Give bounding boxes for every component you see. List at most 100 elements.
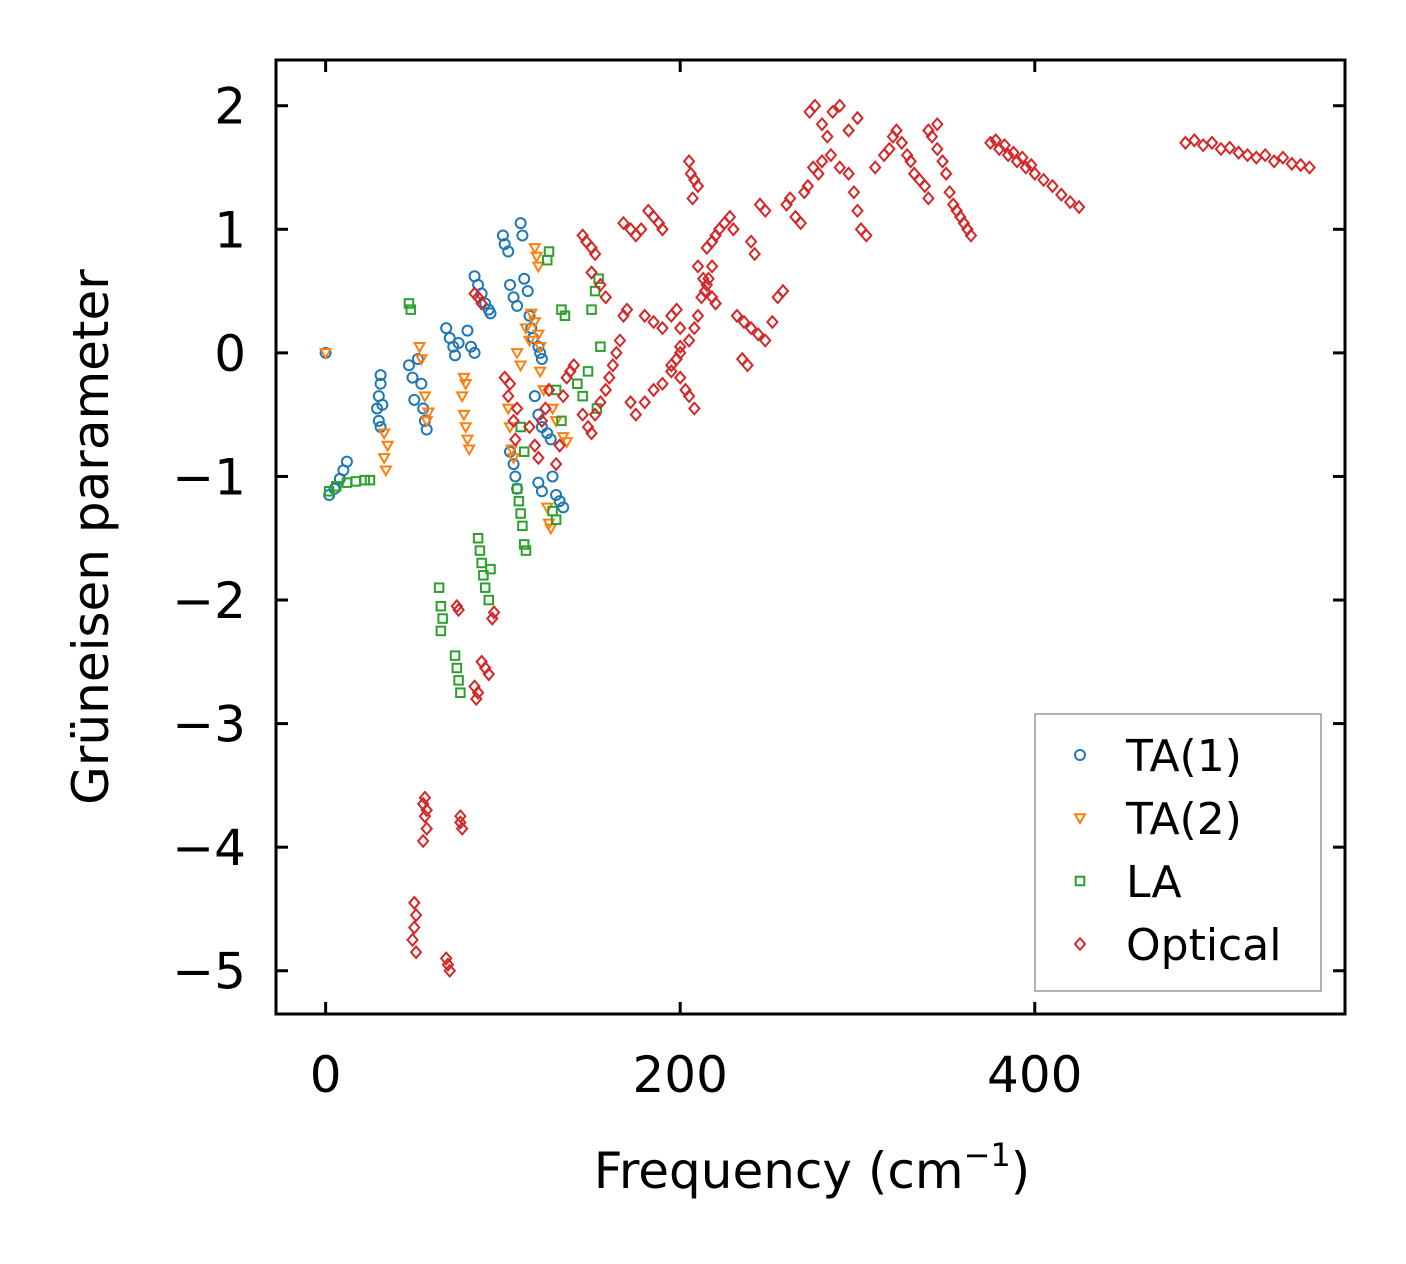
data-point — [673, 345, 687, 361]
data-point — [847, 184, 861, 200]
data-point — [851, 203, 864, 219]
data-point — [589, 285, 601, 297]
data-point — [476, 557, 487, 569]
data-point — [507, 413, 520, 429]
data-point — [624, 395, 637, 410]
data-point — [748, 246, 761, 262]
data-point — [418, 790, 432, 806]
data-point — [377, 453, 391, 465]
series-ta-2- — [318, 243, 574, 536]
data-point — [542, 382, 556, 398]
data-point — [656, 320, 669, 336]
data-point — [599, 382, 613, 398]
data-point — [517, 520, 528, 532]
data-point — [783, 191, 797, 206]
data-point — [531, 329, 546, 342]
data-point — [572, 378, 583, 390]
data-point — [478, 570, 489, 581]
data-point — [936, 154, 949, 169]
legend-marker — [1073, 936, 1087, 952]
data-point — [458, 422, 473, 435]
data-point — [509, 432, 522, 447]
data-point — [503, 376, 517, 392]
data-point — [686, 191, 699, 206]
data-point — [364, 474, 376, 486]
data-point — [418, 809, 432, 824]
data-point — [359, 474, 370, 486]
data-point — [723, 209, 737, 225]
data-point — [842, 123, 855, 138]
data-point — [541, 254, 553, 266]
data-point — [535, 485, 548, 498]
data-point — [629, 407, 643, 422]
data-point — [482, 666, 496, 682]
data-point — [546, 470, 559, 483]
data-point — [504, 278, 517, 291]
data-point — [408, 393, 421, 406]
data-point — [523, 309, 536, 322]
data-point — [737, 314, 751, 330]
data-point — [868, 160, 882, 175]
data-point — [514, 217, 527, 230]
data-point — [1241, 147, 1254, 163]
legend-item: TA(2) — [1073, 794, 1242, 845]
data-point — [418, 391, 432, 404]
data-point — [705, 259, 719, 274]
data-point — [511, 483, 523, 495]
data-point — [439, 951, 453, 966]
data-point — [638, 395, 652, 410]
data-point — [450, 598, 464, 614]
data-point — [374, 377, 387, 390]
data-point — [379, 465, 393, 478]
data-point — [449, 650, 461, 661]
data-point — [656, 376, 669, 392]
data-point — [549, 456, 563, 472]
data-point — [673, 320, 687, 336]
data-point — [318, 348, 333, 360]
data-point — [682, 333, 696, 348]
data-point — [1179, 135, 1192, 151]
data-point — [925, 129, 939, 144]
data-point — [414, 354, 429, 367]
data-point — [1285, 156, 1299, 172]
data-point — [519, 323, 533, 336]
data-point — [528, 243, 542, 255]
points-layer — [318, 98, 1316, 979]
data-point — [380, 440, 395, 453]
data-point — [1303, 160, 1316, 175]
y-tick-label: −1 — [172, 448, 246, 506]
data-point — [403, 298, 415, 309]
data-point — [460, 434, 475, 447]
data-point — [407, 920, 421, 935]
data-point — [1046, 178, 1059, 194]
plot-frame — [274, 58, 1347, 1016]
data-point — [638, 308, 652, 324]
data-point — [518, 539, 530, 550]
data-point — [673, 370, 687, 385]
legend-label: LA — [1126, 857, 1182, 908]
data-point — [437, 613, 448, 624]
data-point — [350, 476, 362, 487]
data-point — [808, 98, 822, 113]
data-point — [449, 349, 462, 362]
data-point — [595, 341, 606, 352]
data-point — [610, 345, 623, 361]
data-point — [475, 296, 488, 311]
data-point — [594, 277, 607, 293]
data-point — [549, 416, 563, 428]
data-point — [443, 963, 457, 979]
data-point — [406, 932, 419, 948]
data-point — [586, 304, 597, 315]
data-point — [521, 285, 534, 298]
data-point — [454, 809, 467, 824]
data-point — [412, 341, 427, 354]
data-point — [758, 333, 772, 348]
data-point — [670, 302, 683, 317]
data-point — [1037, 172, 1050, 188]
data-point — [479, 297, 492, 310]
data-point — [328, 482, 341, 495]
data-point — [374, 369, 387, 382]
data-point — [496, 229, 509, 242]
data-point — [501, 403, 515, 416]
data-point — [533, 366, 547, 379]
